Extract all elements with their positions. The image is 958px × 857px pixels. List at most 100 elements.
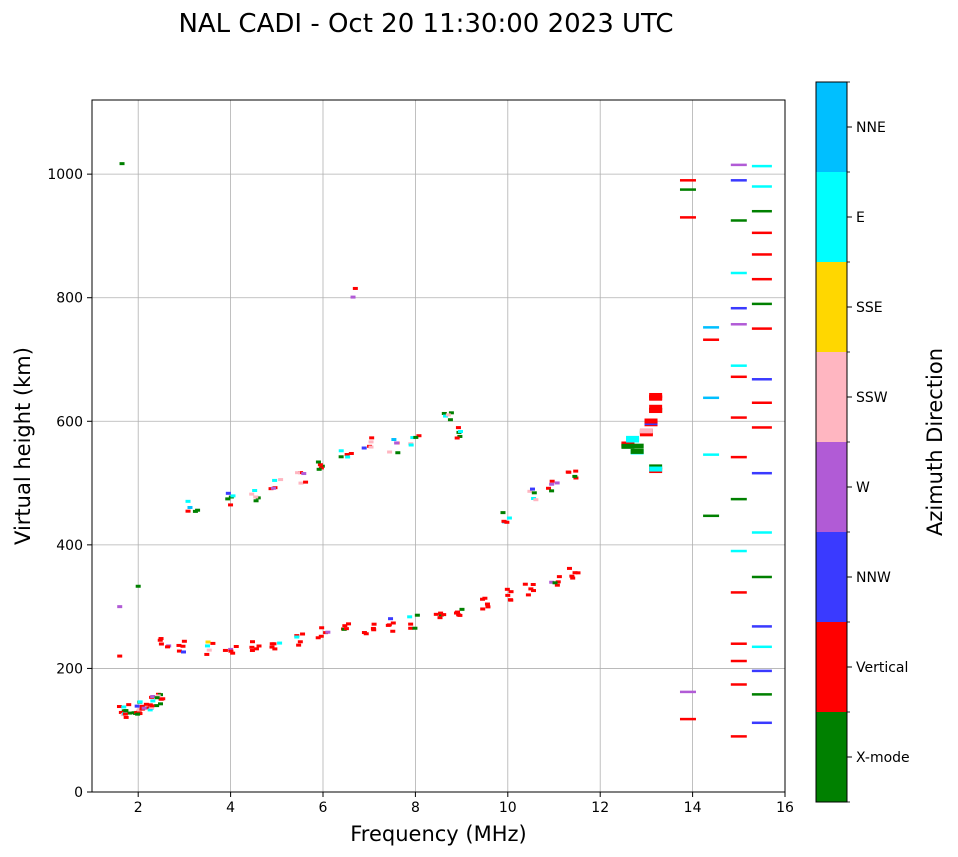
echo-point	[134, 710, 140, 714]
echo-point	[210, 641, 216, 645]
echo-point	[122, 712, 128, 716]
echo-point	[368, 440, 374, 444]
echo-point	[361, 446, 367, 450]
colorbar-label: E	[856, 210, 865, 226]
echo-point	[230, 651, 236, 655]
echo-point	[407, 615, 413, 619]
echo-point	[457, 434, 463, 438]
echo-point	[554, 583, 560, 587]
echo-point	[253, 495, 259, 499]
echo-point	[135, 712, 141, 716]
echo-point	[318, 634, 324, 638]
echo-point	[416, 434, 422, 438]
x-tick-label: 6	[319, 800, 328, 816]
colorbar-segment-ssw	[816, 352, 847, 442]
echo-point	[751, 209, 772, 213]
echo-point	[150, 695, 156, 699]
echo-point	[154, 704, 160, 708]
echo-point	[139, 704, 145, 708]
echo-point	[730, 455, 747, 459]
colorbar-segment-w	[816, 442, 847, 532]
echo-point	[204, 644, 210, 648]
echo-point	[300, 632, 306, 636]
echo-point	[228, 647, 234, 651]
echo-point	[504, 520, 510, 524]
colorbar-label: NNE	[856, 120, 886, 136]
echo-point	[249, 648, 255, 652]
echo-point	[294, 635, 300, 639]
echo-point	[342, 624, 348, 628]
y-tick-label: 1000	[47, 167, 83, 183]
echo-point	[296, 643, 302, 647]
x-axis-label: Frequency (MHz)	[350, 822, 526, 846]
echo-point	[390, 621, 396, 625]
echo-point	[131, 711, 137, 715]
echo-point	[533, 498, 539, 502]
echo-point	[549, 479, 555, 483]
echo-point	[150, 699, 156, 703]
echo-point	[165, 645, 171, 649]
echo-point	[225, 497, 231, 501]
echo-point	[338, 449, 344, 453]
colorbar-label: SSE	[856, 300, 883, 316]
echo-point	[117, 605, 123, 609]
echo-point	[135, 584, 141, 588]
colorbar-segment-nne	[816, 82, 847, 172]
echo-point	[346, 622, 352, 626]
echo-point	[751, 378, 772, 381]
echo-point	[455, 426, 461, 430]
echo-point	[433, 612, 439, 616]
echo-point	[554, 481, 560, 485]
echo-point	[569, 574, 575, 578]
echo-point	[457, 613, 463, 617]
echo-point	[751, 625, 772, 628]
echo-point	[387, 450, 393, 454]
echo-point	[157, 702, 163, 706]
echo-point	[348, 451, 354, 455]
echo-point	[730, 735, 747, 738]
echo-point	[730, 163, 747, 167]
echo-point	[485, 605, 491, 609]
echo-point	[410, 436, 416, 440]
echo-point	[730, 179, 747, 182]
echo-point	[751, 575, 772, 579]
colorbar-label: SSW	[856, 390, 888, 406]
echo-point	[297, 640, 303, 644]
echo-point	[730, 591, 747, 594]
echo-point	[455, 610, 461, 614]
echo-point	[298, 481, 304, 485]
echo-point	[621, 443, 635, 449]
echo-point	[145, 706, 151, 710]
echo-point	[649, 408, 663, 414]
echo-point	[206, 648, 212, 652]
echo-point	[157, 638, 163, 642]
echo-point	[730, 416, 747, 419]
echo-point	[501, 519, 507, 523]
x-tick-label: 8	[411, 800, 420, 816]
echo-point	[679, 188, 696, 191]
echo-point	[117, 654, 123, 658]
echo-point	[413, 435, 419, 439]
echo-point	[484, 602, 490, 606]
echo-point	[317, 463, 323, 467]
echo-point	[525, 593, 531, 597]
echo-point	[555, 580, 561, 584]
echo-point	[546, 486, 552, 490]
echo-point	[116, 705, 122, 709]
echo-point	[751, 231, 772, 235]
echo-point	[123, 709, 129, 713]
echo-point	[730, 642, 747, 645]
echo-point	[552, 581, 558, 585]
echo-point	[508, 590, 514, 594]
echo-point	[549, 482, 555, 486]
echo-point	[352, 286, 358, 290]
echo-point	[394, 441, 400, 445]
echo-point	[751, 426, 772, 429]
echo-point	[639, 431, 653, 437]
echo-point	[751, 471, 772, 475]
echo-point	[371, 628, 377, 632]
echo-point	[730, 323, 747, 326]
echo-point	[566, 470, 572, 474]
echo-point	[730, 364, 747, 367]
